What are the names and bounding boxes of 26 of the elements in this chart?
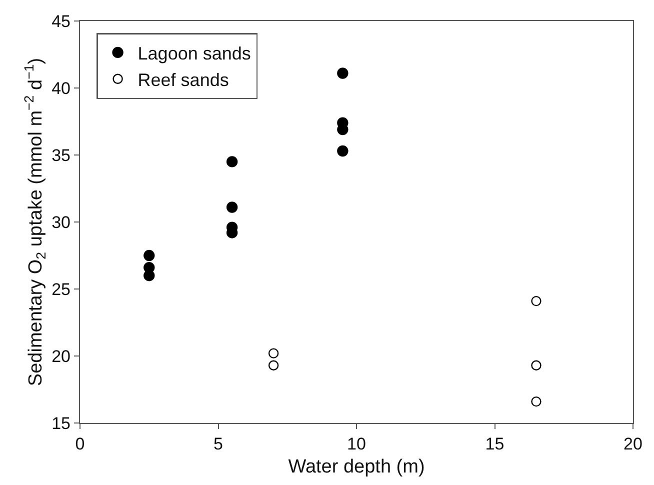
point (144, 250, 155, 262)
point (268, 360, 279, 370)
point (531, 396, 542, 407)
y-tick-label: 35 (52, 146, 70, 165)
y-tick-label: 25 (52, 280, 70, 299)
y-tick-label: 20 (52, 346, 70, 366)
x-tick-label: 0 (75, 434, 85, 454)
y-tick-label: 40 (52, 78, 70, 98)
point (531, 360, 542, 370)
point (337, 145, 348, 157)
y-tick-label: 45 (52, 12, 70, 31)
y-tick-label: 30 (52, 212, 70, 232)
y-tick-label: 15 (52, 414, 70, 433)
x-tick-label: 15 (485, 434, 504, 454)
legend-label: Reef sands (138, 70, 229, 90)
legend-label: Lagoon sands (138, 43, 251, 64)
x-tick-label: 10 (347, 434, 366, 454)
point (268, 348, 279, 358)
point (144, 270, 155, 282)
point (531, 296, 542, 306)
point (337, 68, 348, 79)
point (226, 202, 238, 213)
x-tick-label: 20 (624, 434, 642, 454)
point (226, 156, 238, 168)
x-axis-title: Water depth (m) (288, 456, 425, 478)
x-tick-label: 5 (214, 434, 223, 454)
